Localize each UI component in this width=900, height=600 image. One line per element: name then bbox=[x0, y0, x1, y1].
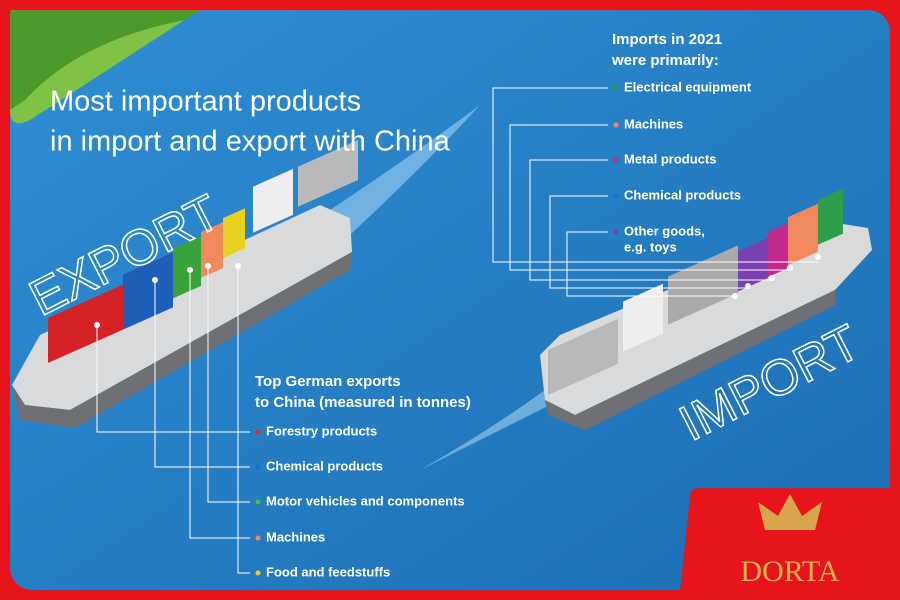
bullet bbox=[613, 157, 619, 163]
bullet bbox=[255, 570, 261, 576]
list-item: Machines bbox=[266, 529, 325, 544]
list-item: Chemical products bbox=[624, 187, 741, 202]
list-item: Food and feedstuffs bbox=[266, 564, 390, 579]
shore-dark bbox=[10, 10, 200, 110]
bullet bbox=[255, 499, 261, 505]
title-line: Most important products bbox=[50, 86, 361, 118]
logo-panel bbox=[680, 488, 890, 590]
bullet bbox=[613, 193, 619, 199]
wake bbox=[330, 105, 480, 235]
bullet bbox=[613, 85, 619, 91]
list-item: Forestry products bbox=[266, 423, 377, 438]
legend-lists: Top German exports to China (measured in … bbox=[255, 31, 752, 579]
bullet bbox=[613, 122, 619, 128]
title-line: in import and export with China bbox=[50, 126, 451, 158]
logo-text: DORTA bbox=[740, 555, 839, 588]
bullet bbox=[255, 535, 261, 541]
leader-lines bbox=[94, 87, 821, 574]
list-item: Machines bbox=[624, 116, 683, 131]
list-item: e.g. toys bbox=[624, 239, 677, 254]
list-item: Electrical equipment bbox=[624, 79, 752, 94]
list-item: Chemical products bbox=[266, 458, 383, 473]
list-heading: Top German exports bbox=[255, 373, 401, 390]
sea bbox=[10, 10, 890, 590]
list-item: Motor vehicles and components bbox=[266, 493, 465, 508]
bullet bbox=[255, 464, 261, 470]
list-heading: to China (measured in tonnes) bbox=[255, 394, 471, 411]
list-item: Other goods, bbox=[624, 223, 705, 238]
list-item: Metal products bbox=[624, 151, 716, 166]
list-heading: were primarily: bbox=[611, 52, 719, 69]
list-heading: Imports in 2021 bbox=[612, 31, 722, 48]
logo-crown bbox=[758, 494, 822, 530]
bullet bbox=[255, 429, 261, 435]
wake bbox=[420, 390, 560, 470]
bullet bbox=[613, 229, 619, 235]
